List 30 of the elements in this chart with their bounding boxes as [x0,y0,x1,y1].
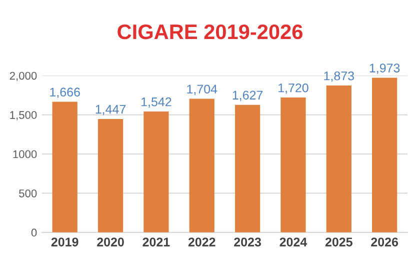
data-label: 1,542 [142,97,172,108]
data-label: 1,447 [96,104,126,116]
y-tick-label: 500 [19,189,37,198]
y-tick-label: 2,000 [10,72,37,82]
bar [234,104,260,232]
x-tick-label: 2025 [325,238,352,246]
chart-title: CIGARE 2019-2026 [118,24,302,40]
x-tick-label: 2024 [280,238,308,246]
bar [280,98,306,232]
data-label: 1,627 [232,90,263,102]
bar [326,86,352,232]
data-label: 1,973 [370,64,400,74]
data-label: 1,704 [187,84,218,96]
y-tick-label: 0 [31,228,37,237]
x-tick-label: 2022 [188,238,216,246]
x-tick-label: 2023 [234,238,261,246]
y-tick-label: 1,500 [10,111,37,120]
x-tick-label: 2020 [97,238,124,246]
data-label: 1,666 [50,88,80,98]
x-tick-label: 2021 [142,238,170,246]
bar [98,118,124,232]
data-label: 1,873 [324,71,354,82]
x-tick-label: 2026 [371,238,398,246]
y-tick-label: 1000 [13,150,37,158]
bar [372,78,398,232]
bar [52,102,78,232]
x-tick-label: 2019 [51,238,78,246]
bar [189,98,214,232]
bar [144,112,169,232]
data-label: 1,720 [278,83,308,94]
